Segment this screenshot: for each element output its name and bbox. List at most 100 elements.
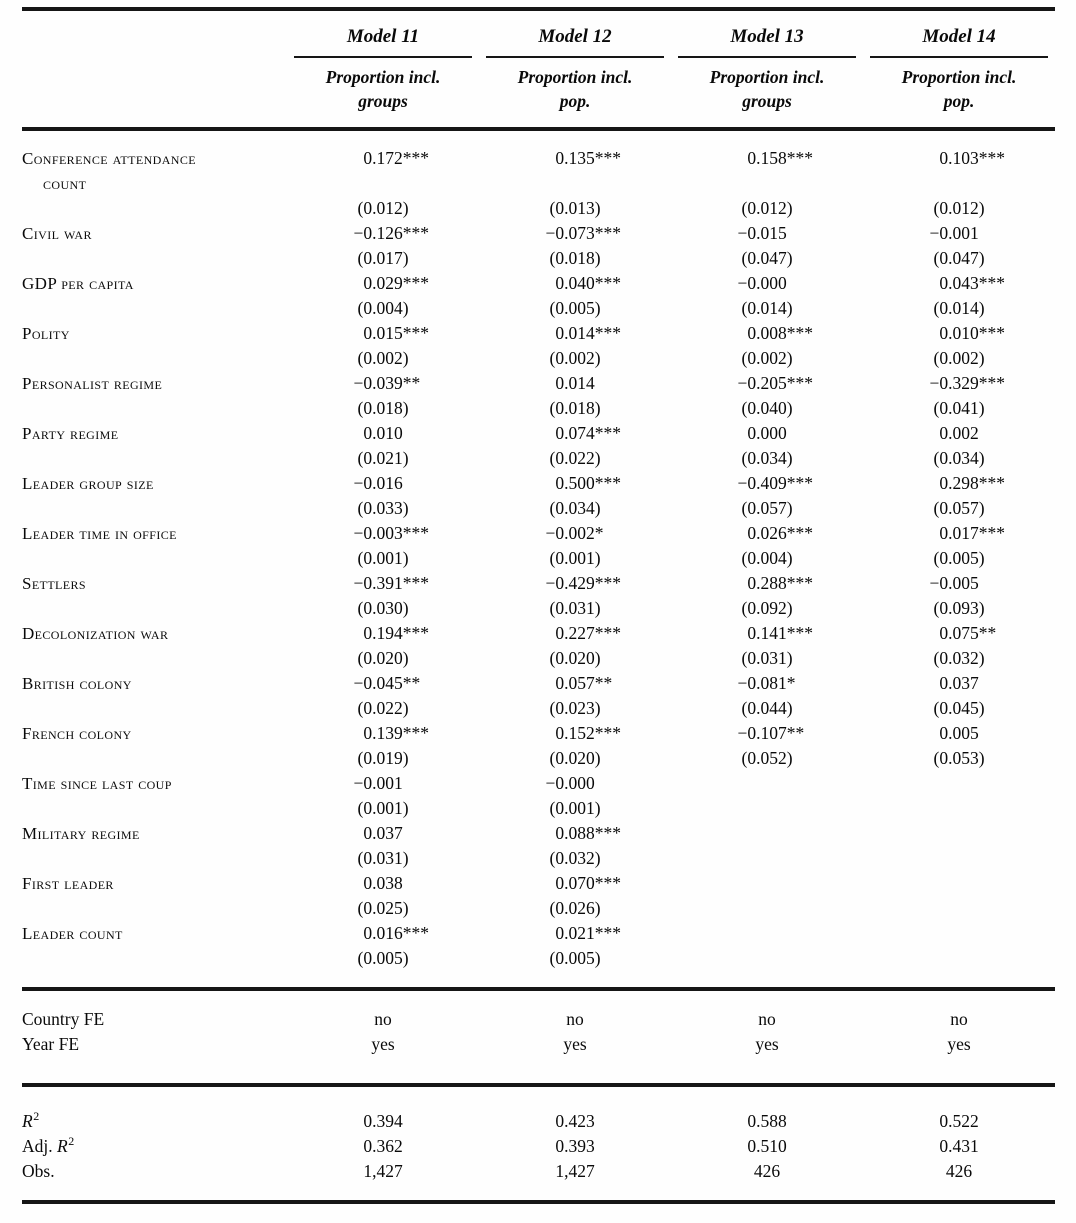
standard-error-cell-value: (0.004) <box>357 298 409 318</box>
coefficient-cell-value: 0.298 *** <box>939 473 1005 493</box>
standard-error-cell-value: (0.004) <box>741 548 793 568</box>
standard-error-cell-value: (0.005) <box>933 548 985 568</box>
dependent-variable-row: Proportion incl. groups Proportion incl.… <box>22 58 1055 127</box>
standard-error-cell-value: (0.002) <box>933 348 985 368</box>
value: no <box>950 1009 968 1029</box>
empty-header-cell <box>22 11 287 58</box>
standard-error-cell: (0.002) <box>671 346 863 371</box>
coefficient-cell: 0.014 <box>479 371 671 396</box>
coefficient-cell: 0.135 *** <box>479 146 671 196</box>
standard-error-cell-value: (0.034) <box>741 448 793 468</box>
coefficient-cell-value: 0.037 <box>363 823 403 843</box>
coefficient-cell-value: 0.135 *** <box>555 148 621 168</box>
variable-label-cell: Decolonization war <box>22 621 287 646</box>
coefficient-row: Decolonization war 0.194 *** 0.227 *** 0.141 *… <box>22 621 1055 646</box>
coefficient-cell-value: 0.026 *** <box>747 523 813 543</box>
stat-value-cell: 0.362 <box>287 1134 479 1159</box>
fe-value-cell: no <box>671 1007 863 1032</box>
stat-value-cell: 0.423 <box>479 1109 671 1134</box>
standard-error-cell-value: (0.002) <box>741 348 793 368</box>
coefficient-cell-value: 0.029 *** <box>363 273 429 293</box>
standard-error-cell-value: (0.020) <box>357 648 409 668</box>
standard-error-cell: (0.014) <box>863 296 1055 321</box>
fe-value-cell: no <box>479 1007 671 1032</box>
adj-r-squared-row: Adj. R2 0.362 0.393 0.510 0.431 <box>22 1134 1055 1159</box>
coefficient-cell-value: −0.002 * <box>545 523 604 543</box>
coefficient-cell: −0.081 * <box>671 671 863 696</box>
variable-label: GDP per capita <box>22 274 134 293</box>
standard-error-row: (0.033) (0.034) (0.057) (0.057) <box>22 496 1055 521</box>
coefficient-cell: 0.194 *** <box>287 621 479 646</box>
variable-label-cell: Leader count <box>22 921 287 946</box>
fe-value-cell: yes <box>287 1032 479 1057</box>
stat-value-cell: 0.588 <box>671 1109 863 1134</box>
variable-label: Polity <box>22 324 70 343</box>
empty-label-cell <box>22 396 287 421</box>
variable-label-cell: Personalist regime <box>22 371 287 396</box>
standard-error-cell-value: (0.014) <box>933 298 985 318</box>
year-fe-label: Year FE <box>22 1034 80 1054</box>
coefficient-row: British colony −0.045 ** 0.057 ** −0.081 * 0.03… <box>22 671 1055 696</box>
standard-error-cell-value: (0.012) <box>357 198 409 218</box>
model-12-label: Model 12 <box>486 11 664 58</box>
fixed-effects-table: Country FE no no no no Year FE yes yes y… <box>22 1007 1055 1057</box>
stat-superscript: 2 <box>68 1134 75 1149</box>
coefficient-row: Party regime 0.010 0.074 *** 0.000 0.002 <box>22 421 1055 446</box>
empty-label-cell <box>22 846 287 871</box>
coefficient-cell: 0.158 *** <box>671 146 863 196</box>
standard-error-cell-value: (0.031) <box>357 848 409 868</box>
adj-r-squared-label: Adj. R2 <box>22 1134 287 1159</box>
standard-error-cell <box>863 946 1055 971</box>
r-squared-label: R2 <box>22 1109 287 1134</box>
variable-label-cell: Polity <box>22 321 287 346</box>
standard-error-cell: (0.034) <box>479 496 671 521</box>
header-table: Model 11 Model 12 Model 13 Model 14 Prop… <box>22 11 1055 127</box>
fixed-effects-section-rule <box>22 987 1055 991</box>
coefficient-cell: −0.005 <box>863 571 1055 596</box>
coefficient-row: Polity 0.015 *** 0.014 *** 0.008 *** 0.010 *** <box>22 321 1055 346</box>
coefficient-cell-value: 0.500 *** <box>555 473 621 493</box>
coefficient-cell <box>863 771 1055 796</box>
coefficient-cell: 0.014 *** <box>479 321 671 346</box>
standard-error-cell: (0.044) <box>671 696 863 721</box>
standard-error-row: (0.020) (0.020) (0.031) (0.032) <box>22 646 1055 671</box>
coefficient-cell-value: 0.088 *** <box>555 823 621 843</box>
value: yes <box>755 1034 779 1054</box>
standard-error-cell-value: (0.020) <box>549 748 601 768</box>
coefficient-cell-value: −0.000 <box>545 773 595 793</box>
variable-label-cell: Civil war <box>22 221 287 246</box>
coefficient-cell: 0.088 *** <box>479 821 671 846</box>
coefficient-cell: 0.015 *** <box>287 321 479 346</box>
variable-label: First leader <box>22 874 114 893</box>
standard-error-cell-value: (0.014) <box>741 298 793 318</box>
dv-label-model-11: Proportion incl. groups <box>287 58 479 127</box>
coefficient-cell: −0.003 *** <box>287 521 479 546</box>
standard-error-cell: (0.002) <box>863 346 1055 371</box>
dv-label-model-12: Proportion incl. pop. <box>479 58 671 127</box>
coefficient-cell-value: 0.008 *** <box>747 323 813 343</box>
dv-line2: groups <box>358 91 408 111</box>
stat-symbol: R <box>57 1136 68 1156</box>
variable-label-cell: French colony <box>22 721 287 746</box>
standard-error-cell: (0.031) <box>479 596 671 621</box>
coefficient-cell-value: 0.014 <box>555 373 595 393</box>
dv-line1: Proportion incl. <box>709 67 825 87</box>
value: 0.393 <box>555 1136 595 1156</box>
standard-error-cell-value: (0.002) <box>357 348 409 368</box>
empty-label-cell <box>22 946 287 971</box>
coefficient-cell-value: 0.158 *** <box>747 148 813 168</box>
standard-error-row: (0.022) (0.023) (0.044) (0.045) <box>22 696 1055 721</box>
value: yes <box>563 1034 587 1054</box>
coefficient-cell-value: −0.003 *** <box>353 523 429 543</box>
model-14-header-cell: Model 14 <box>863 11 1055 58</box>
standard-error-cell: (0.053) <box>863 746 1055 771</box>
standard-error-cell: (0.012) <box>671 196 863 221</box>
coefficient-cell-value: −0.205 *** <box>737 373 813 393</box>
dv-label-model-14: Proportion incl. pop. <box>863 58 1055 127</box>
stat-value-cell: 1,427 <box>479 1159 671 1184</box>
standard-error-cell: (0.041) <box>863 396 1055 421</box>
standard-error-cell: (0.093) <box>863 596 1055 621</box>
standard-error-cell-value: (0.001) <box>549 548 601 568</box>
value: yes <box>371 1034 395 1054</box>
standard-error-cell: (0.012) <box>287 196 479 221</box>
